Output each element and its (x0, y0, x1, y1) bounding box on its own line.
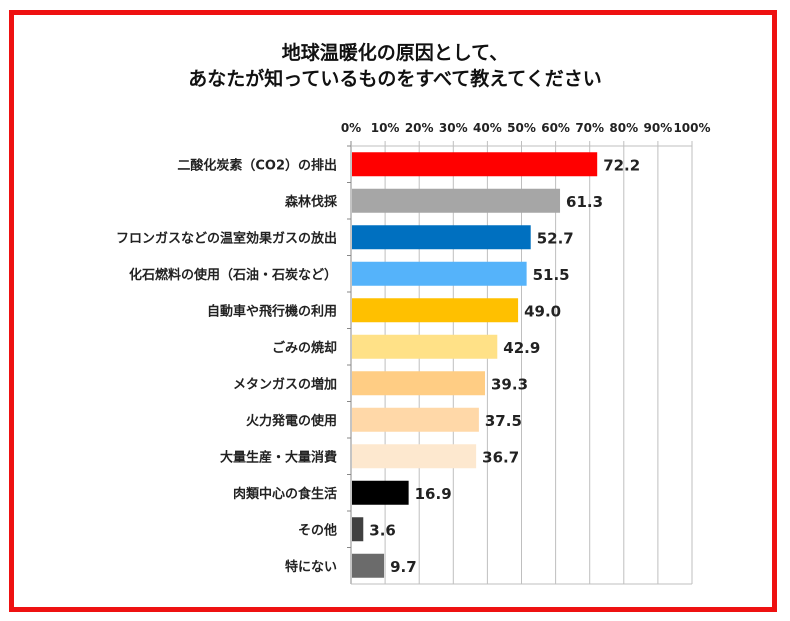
x-tick-label: 70% (575, 121, 604, 135)
data-label: 16.9 (415, 485, 452, 503)
data-label: 52.7 (537, 229, 574, 247)
bar (352, 152, 598, 177)
category-label: 大量生産・大量消費 (220, 449, 337, 465)
bar (352, 188, 561, 213)
data-label: 9.7 (390, 558, 417, 576)
bar (352, 261, 527, 286)
data-label: 3.6 (369, 521, 396, 539)
x-tick-label: 80% (609, 121, 638, 135)
data-label: 72.2 (603, 156, 640, 174)
bar (352, 553, 385, 578)
bar (352, 517, 364, 542)
category-label: 自動車や飛行機の利用 (207, 303, 337, 319)
category-label: その他 (298, 522, 337, 538)
data-label: 39.3 (491, 375, 528, 393)
chart-frame (9, 10, 777, 612)
x-tick-label: 40% (473, 121, 502, 135)
bar (352, 371, 486, 396)
data-label: 36.7 (482, 448, 519, 466)
x-tick-label: 100% (673, 121, 710, 135)
category-label: 肉類中心の食生活 (233, 486, 337, 502)
bar (352, 225, 531, 250)
data-label: 42.9 (503, 339, 540, 357)
bar (352, 298, 519, 323)
data-label: 61.3 (566, 193, 603, 211)
data-label: 37.5 (485, 412, 522, 430)
category-label: 化石燃料の使用（石油・石炭など） (129, 267, 337, 283)
category-label: フロンガスなどの温室効果ガスの放出 (116, 230, 337, 246)
x-tick-label: 20% (405, 121, 434, 135)
x-tick-label: 30% (439, 121, 468, 135)
category-label: メタンガスの増加 (233, 376, 337, 392)
chart-title-line-2: あなたが知っているものをすべて教えてください (188, 68, 602, 90)
x-tick-label: 0% (341, 121, 361, 135)
data-label: 49.0 (524, 302, 561, 320)
x-tick-label: 50% (507, 121, 536, 135)
category-label: 森林伐採 (285, 194, 338, 210)
x-tick-label: 60% (541, 121, 570, 135)
bar (352, 480, 409, 505)
data-label: 51.5 (533, 266, 570, 284)
category-label: 特にない (285, 559, 337, 575)
chart-title-line-1: 地球温暖化の原因として、 (281, 42, 509, 64)
bar (352, 444, 477, 469)
x-tick-label: 10% (371, 121, 400, 135)
bar (352, 407, 479, 432)
category-label: ごみの焼却 (272, 340, 337, 356)
category-label: 火力発電の使用 (246, 413, 337, 429)
category-label: 二酸化炭素（CO2）の排出 (177, 157, 337, 173)
bar (352, 334, 498, 359)
x-tick-label: 90% (644, 121, 673, 135)
